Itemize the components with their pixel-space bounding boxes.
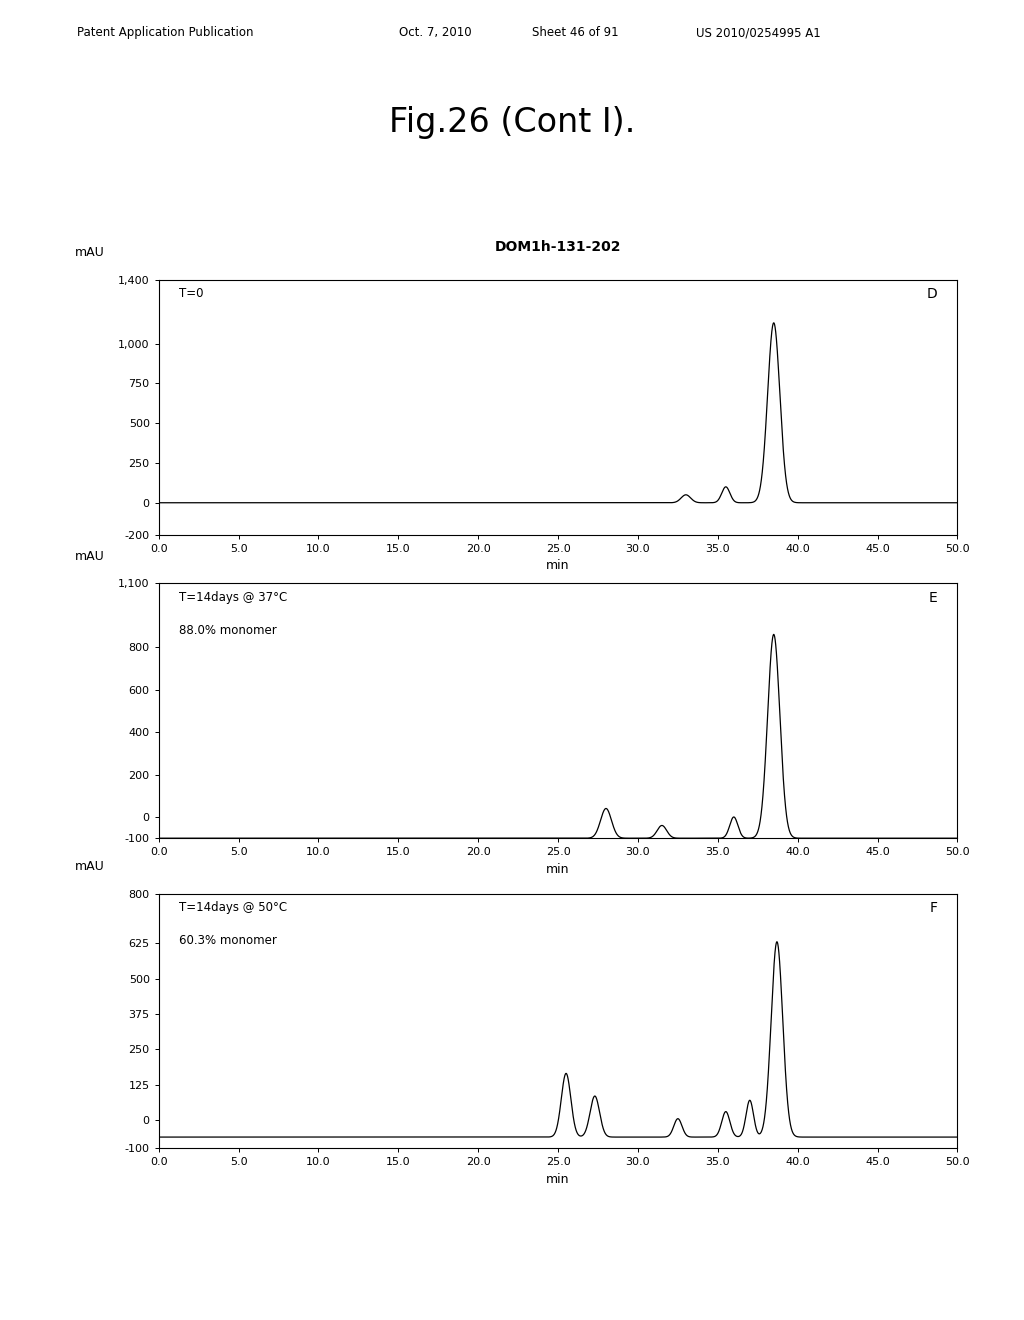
Text: mAU: mAU bbox=[75, 550, 104, 564]
Text: T=0: T=0 bbox=[178, 288, 203, 301]
Text: US 2010/0254995 A1: US 2010/0254995 A1 bbox=[696, 26, 821, 40]
Text: Sheet 46 of 91: Sheet 46 of 91 bbox=[532, 26, 620, 40]
Text: E: E bbox=[929, 591, 938, 605]
X-axis label: min: min bbox=[547, 863, 569, 875]
Text: Patent Application Publication: Patent Application Publication bbox=[77, 26, 253, 40]
Text: mAU: mAU bbox=[75, 861, 104, 874]
Text: Fig.26 (Cont I).: Fig.26 (Cont I). bbox=[389, 106, 635, 139]
Text: T=14days @ 37°C: T=14days @ 37°C bbox=[178, 591, 287, 605]
Text: 88.0% monomer: 88.0% monomer bbox=[178, 624, 276, 638]
Text: D: D bbox=[927, 288, 938, 301]
Text: DOM1h-131-202: DOM1h-131-202 bbox=[495, 240, 622, 255]
X-axis label: min: min bbox=[547, 560, 569, 572]
X-axis label: min: min bbox=[547, 1173, 569, 1185]
Text: 60.3% monomer: 60.3% monomer bbox=[178, 935, 276, 948]
Text: Oct. 7, 2010: Oct. 7, 2010 bbox=[399, 26, 472, 40]
Text: F: F bbox=[930, 902, 938, 915]
Text: mAU: mAU bbox=[75, 247, 104, 260]
Text: T=14days @ 50°C: T=14days @ 50°C bbox=[178, 902, 287, 915]
